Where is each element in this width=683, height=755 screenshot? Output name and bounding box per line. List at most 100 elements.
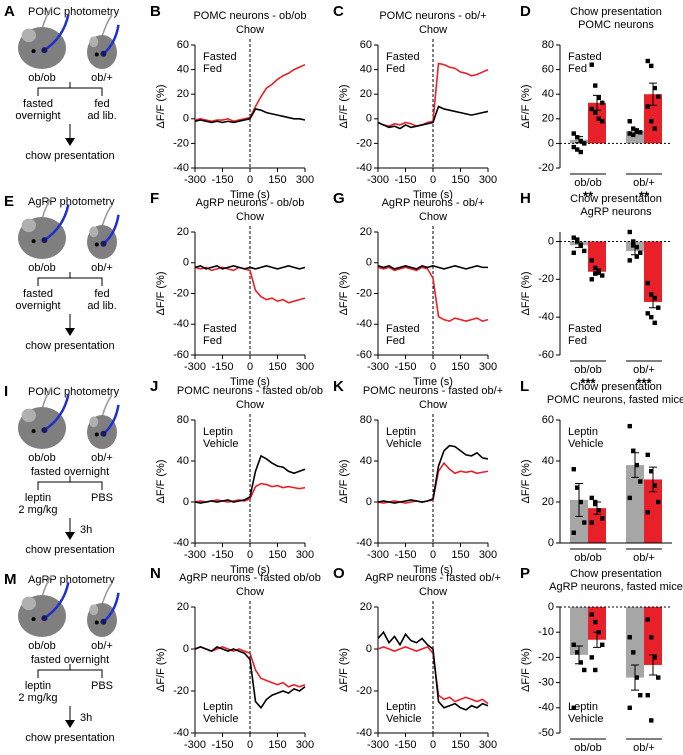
y-axis-label: ΔF/F (%)	[338, 271, 350, 315]
bar	[588, 102, 606, 144]
x-tick-label: 300	[479, 174, 497, 186]
annotation: Chow	[419, 586, 447, 598]
branch-label: fasted	[23, 98, 53, 110]
data-point	[638, 479, 643, 484]
data-point	[649, 635, 654, 640]
condition-label: fasted overnight	[31, 654, 109, 666]
mouse-label: ob/ob	[28, 262, 56, 274]
annotation: Chow	[236, 211, 264, 223]
trace	[194, 645, 306, 710]
y-axis-label: ΔF/F (%)	[338, 648, 350, 692]
chart-title: AgRP neurons - ob/+	[382, 197, 485, 209]
y-axis-label: ΔF/F (%)	[520, 271, 532, 315]
panel-letter: J	[150, 378, 158, 395]
x-tick-label: 0	[247, 739, 253, 751]
group-label: ob/+	[633, 364, 655, 376]
data-point	[656, 499, 661, 505]
y-axis-label: ΔF/F (%)	[520, 648, 532, 692]
data-point	[582, 520, 587, 525]
data-point	[600, 642, 605, 647]
fiber-tip	[100, 240, 107, 247]
mouse-eye	[31, 239, 36, 244]
panel-letter: E	[4, 193, 14, 210]
data-point	[627, 258, 632, 263]
data-point	[656, 94, 661, 99]
data-point	[634, 462, 639, 468]
legend-entry: Fasted	[386, 51, 420, 63]
y-tick-label: 0	[366, 643, 372, 655]
data-point	[578, 138, 583, 144]
y-axis-label: ΔF/F (%)	[520, 84, 532, 128]
schematic-title: POMC photometry	[28, 6, 120, 18]
data-point	[589, 277, 594, 282]
branch-label: 2 mg/kg	[18, 504, 57, 516]
y-tick-label: -60	[173, 349, 189, 361]
chart-title: AgRP neurons - fasted ob/+	[365, 572, 501, 584]
x-tick-label: -150	[211, 361, 233, 373]
fiber-tip	[100, 618, 107, 625]
x-tick-label: 150	[268, 739, 286, 751]
data-point	[589, 258, 594, 263]
y-tick-label: -20	[173, 137, 189, 149]
legend-entry: Vehicle	[568, 438, 603, 450]
data-point	[638, 130, 643, 135]
data-point	[571, 235, 576, 240]
significance: ***	[636, 375, 652, 390]
panel-letter: M	[4, 571, 17, 588]
branch-label: ad lib.	[87, 110, 116, 122]
chart-title: Chow presentation	[570, 6, 662, 18]
bar	[644, 479, 662, 543]
y-tick-label: 20	[360, 601, 372, 613]
condition-label: fasted overnight	[31, 466, 109, 478]
chart-title: POMC neurons, fasted mice	[547, 394, 683, 406]
fiber-tip	[41, 427, 48, 434]
x-axis-label: Time (s)	[413, 189, 453, 201]
x-tick-label: 150	[268, 361, 286, 373]
mouse-tail	[101, 394, 113, 418]
data-point	[593, 110, 598, 115]
mouse-label: ob/+	[91, 640, 113, 652]
outcome-label: chow presentation	[25, 732, 114, 744]
y-tick-label: 80	[360, 414, 372, 426]
data-point	[575, 135, 580, 140]
legend-entry: Fed	[568, 335, 587, 347]
data-point	[571, 250, 576, 256]
y-tick-label: 40	[542, 455, 554, 467]
optic-fiber	[43, 394, 70, 432]
legend-entry: Vehicle	[568, 713, 603, 725]
x-tick-label: 150	[268, 549, 286, 561]
y-tick-label: 40	[360, 64, 372, 76]
legend-entry: Fasted	[568, 323, 602, 335]
annotation: Chow	[419, 399, 447, 411]
y-tick-label: -20	[538, 162, 554, 174]
legend-entry: Fasted	[386, 323, 420, 335]
y-axis-label: ΔF/F (%)	[520, 459, 532, 503]
group-label: ob/+	[633, 552, 655, 564]
significance: **	[583, 188, 594, 203]
x-tick-label: -150	[211, 739, 233, 751]
x-tick-label: -300	[184, 361, 206, 373]
y-tick-label: -20	[538, 273, 554, 285]
chart-title: POMC neurons - fasted ob/+	[363, 385, 503, 397]
y-tick-label: 40	[177, 455, 189, 467]
data-point	[627, 705, 632, 710]
x-axis-label: Time (s)	[413, 564, 453, 576]
mouse-eye	[31, 617, 36, 622]
legend-entry: Vehicle	[386, 438, 421, 450]
bar	[626, 607, 644, 678]
mouse-tail	[101, 14, 113, 38]
data-point	[589, 62, 594, 67]
y-tick-label: -40	[538, 311, 554, 323]
optic-fiber	[43, 14, 70, 52]
significance: **	[639, 188, 650, 203]
panel-letter: I	[4, 383, 8, 400]
bracket	[37, 476, 103, 490]
y-tick-label: -40	[173, 318, 189, 330]
data-point	[571, 144, 576, 150]
bracket	[37, 664, 103, 678]
x-tick-label: -300	[367, 549, 389, 561]
legend-entry: Leptin	[203, 426, 233, 438]
branch-label: PBS	[91, 492, 113, 504]
trace	[377, 461, 489, 504]
mouse-ear	[21, 218, 36, 233]
